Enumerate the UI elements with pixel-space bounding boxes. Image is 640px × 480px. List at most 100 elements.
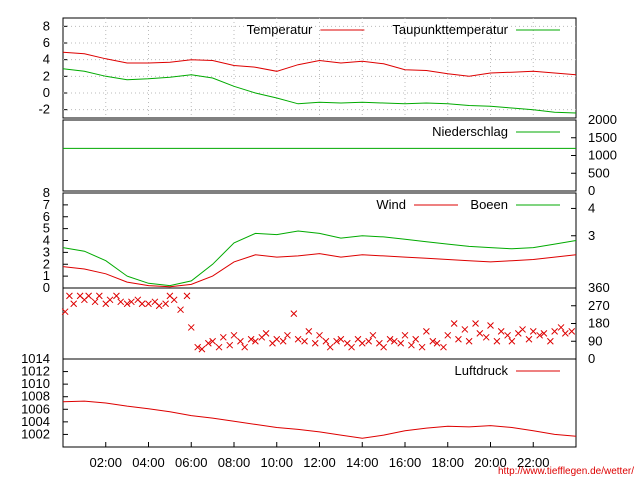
legend-label: Niederschlag bbox=[432, 124, 508, 139]
direction-point bbox=[113, 292, 120, 300]
y-tick-label: 0 bbox=[588, 183, 595, 198]
direction-point bbox=[106, 296, 114, 304]
direction-point bbox=[408, 341, 415, 349]
direction-point bbox=[390, 337, 398, 345]
series-line-1 bbox=[62, 51, 577, 77]
y-tick-label: 0 bbox=[588, 351, 595, 366]
direction-point bbox=[279, 337, 287, 345]
direction-point bbox=[380, 343, 387, 351]
x-tick-label: 08:00 bbox=[218, 455, 251, 470]
direction-point bbox=[187, 324, 195, 331]
y-tick-label: 1500 bbox=[588, 130, 617, 145]
direction-point bbox=[294, 335, 302, 343]
y-tick-label: 1008 bbox=[21, 389, 50, 404]
direction-point bbox=[546, 337, 554, 345]
y-tick-label: 2 bbox=[43, 256, 50, 271]
direction-point bbox=[305, 328, 313, 335]
series-line-1 bbox=[62, 253, 577, 288]
direction-point bbox=[508, 337, 516, 345]
direction-point bbox=[433, 339, 441, 347]
direction-point bbox=[66, 292, 73, 300]
direction-point bbox=[455, 335, 462, 343]
direction-point bbox=[155, 302, 163, 310]
direction-point bbox=[91, 298, 99, 306]
x-tick-label: 18:00 bbox=[431, 455, 464, 470]
direction-point bbox=[365, 337, 373, 345]
direction-point bbox=[551, 328, 558, 335]
x-tick-label: 20:00 bbox=[474, 455, 507, 470]
direction-point bbox=[198, 345, 206, 353]
direction-point bbox=[482, 333, 490, 341]
direction-point bbox=[194, 343, 202, 351]
y-tick-label: 1012 bbox=[21, 364, 50, 379]
series-line-2 bbox=[62, 230, 577, 287]
direction-point bbox=[209, 337, 216, 345]
chart-panels: 86420-2TaupunkttemperaturTemperatur20001… bbox=[21, 17, 617, 470]
source-url[interactable]: http://www.tiefflegen.de/wetter/ bbox=[498, 466, 634, 477]
direction-point bbox=[241, 343, 249, 351]
direction-point bbox=[138, 300, 146, 308]
y-tick-label: 270 bbox=[588, 298, 610, 313]
direction-point bbox=[536, 331, 544, 339]
y-tick-label: 6 bbox=[43, 35, 50, 50]
series-line-2 bbox=[62, 68, 577, 114]
legend-label: Wind bbox=[376, 197, 406, 212]
direction-point bbox=[440, 343, 447, 351]
x-tick-label: 02:00 bbox=[89, 455, 122, 470]
direction-point bbox=[70, 300, 78, 308]
y-tick-label: 1000 bbox=[588, 148, 617, 163]
direction-point bbox=[386, 335, 394, 343]
direction-point bbox=[450, 320, 458, 327]
y-tick-label: 8 bbox=[43, 185, 50, 200]
direction-point bbox=[301, 337, 308, 345]
y-tick-label: 3 bbox=[43, 244, 50, 259]
y-tick-label: 360 bbox=[588, 280, 610, 295]
direction-point bbox=[333, 337, 340, 345]
x-tick-label: 10:00 bbox=[260, 455, 293, 470]
direction-point bbox=[326, 343, 334, 351]
direction-point bbox=[540, 330, 548, 337]
direction-point bbox=[85, 292, 93, 300]
direction-point bbox=[568, 328, 576, 335]
y2-tick-label: 4 bbox=[588, 200, 595, 215]
direction-point bbox=[476, 330, 484, 337]
direction-point bbox=[128, 298, 135, 306]
direction-point bbox=[117, 298, 125, 306]
legend-label: Luftdruck bbox=[455, 363, 509, 378]
y-tick-label: 4 bbox=[43, 233, 50, 248]
direction-point bbox=[215, 343, 223, 351]
direction-point bbox=[412, 335, 420, 343]
direction-point bbox=[177, 306, 184, 314]
y-tick-label: 2 bbox=[43, 68, 50, 83]
direction-point bbox=[262, 330, 270, 337]
direction-point bbox=[369, 331, 377, 339]
y-tick-label: 2000 bbox=[588, 112, 617, 127]
direction-point bbox=[204, 339, 212, 347]
x-tick-label: 04:00 bbox=[132, 455, 165, 470]
direction-point bbox=[337, 335, 345, 343]
direction-point bbox=[237, 337, 244, 345]
y-tick-label: 6 bbox=[43, 209, 50, 224]
y-tick-label: 1006 bbox=[21, 401, 50, 416]
direction-point bbox=[418, 343, 426, 351]
y-tick-label: 0 bbox=[43, 280, 50, 295]
direction-point bbox=[557, 324, 565, 331]
y-tick-label: 1014 bbox=[21, 351, 50, 366]
y-tick-label: -2 bbox=[38, 102, 50, 117]
direction-point bbox=[252, 337, 259, 345]
y-tick-label: 180 bbox=[588, 316, 610, 331]
panel-2: 2000 1500 1000 500 0 Niederschlag bbox=[62, 112, 617, 198]
direction-point bbox=[519, 326, 526, 333]
legend-label: Boeen bbox=[470, 197, 508, 212]
x-tick-label: 22:00 bbox=[517, 455, 550, 470]
direction-point bbox=[219, 333, 227, 341]
direction-point bbox=[162, 300, 169, 308]
legend-label: Taupunkttemperatur bbox=[392, 22, 508, 37]
x-tick-label: 14:00 bbox=[346, 455, 379, 470]
direction-point bbox=[322, 337, 330, 345]
direction-point bbox=[273, 335, 281, 343]
panel-frame bbox=[62, 287, 577, 360]
direction-point bbox=[170, 296, 178, 304]
direction-point bbox=[290, 310, 298, 317]
direction-point bbox=[444, 331, 452, 339]
